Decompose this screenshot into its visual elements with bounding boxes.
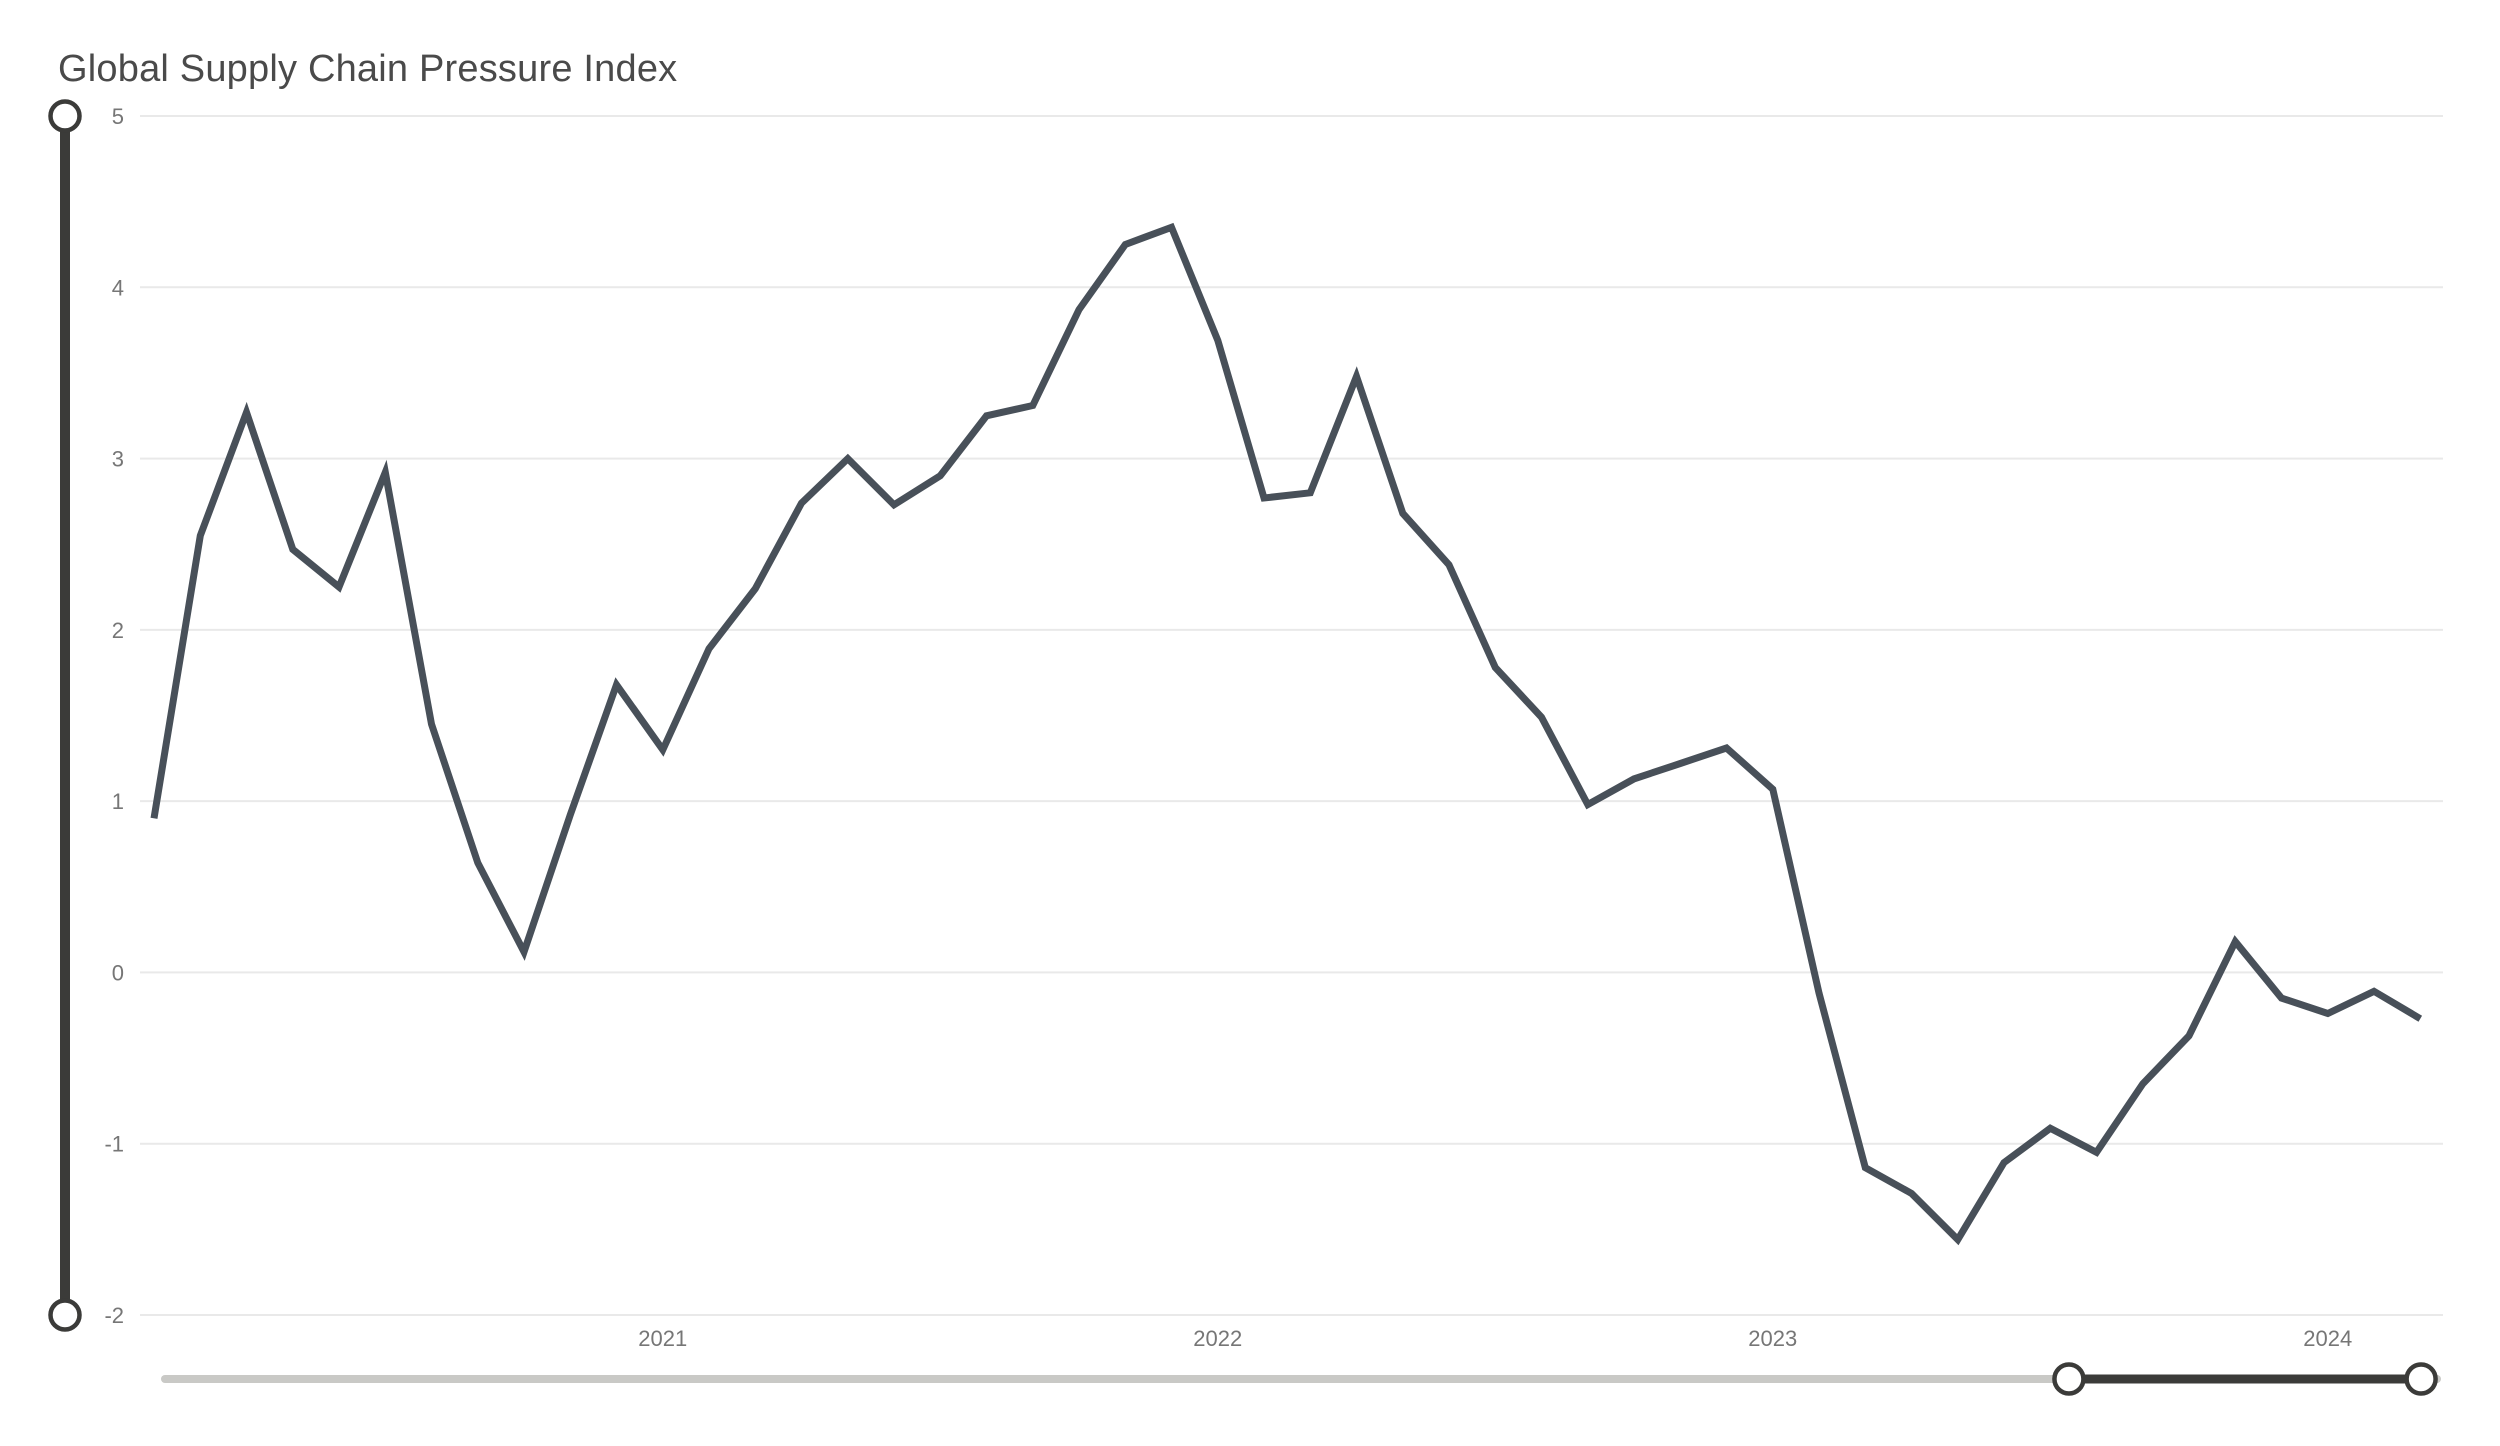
gridlines-group (140, 115, 2443, 1316)
x-zoom-slider-left-handle[interactable] (2052, 1362, 2086, 1396)
x-axis-year-label: 2024 (2303, 1326, 2352, 1351)
y-axis-tick-label: 2 (112, 618, 124, 643)
gspci-line-series (150, 222, 2423, 1246)
y-zoom-slider-top-handle[interactable] (48, 99, 82, 133)
x-axis-year-label: 2023 (1748, 1326, 1797, 1351)
y-axis-tick-label: 0 (112, 960, 124, 985)
y-axis-tick-label: -1 (104, 1132, 124, 1157)
y-axis-tick-label: 1 (112, 789, 124, 814)
x-axis-year-label: 2021 (638, 1326, 687, 1351)
x-axis-year-label: 2022 (1193, 1326, 1242, 1351)
chart-title: Global Supply Chain Pressure Index (58, 48, 678, 90)
x-axis-zoom-slider[interactable] (161, 1362, 2441, 1396)
y-axis-tick-labels: 5 4 3 2 1 0 -1 -2 (104, 104, 124, 1328)
y-axis-tick-label: -2 (104, 1303, 124, 1328)
x-zoom-slider-right-handle[interactable] (2404, 1362, 2438, 1396)
y-axis-zoom-slider[interactable] (48, 99, 82, 1332)
x-axis-year-labels: 2021 2022 2023 2024 (638, 1326, 2352, 1351)
y-axis-tick-label: 3 (112, 447, 124, 472)
y-axis-tick-label: 4 (112, 275, 124, 300)
y-axis-tick-label: 5 (112, 104, 124, 129)
y-zoom-slider-bottom-handle[interactable] (48, 1298, 82, 1332)
